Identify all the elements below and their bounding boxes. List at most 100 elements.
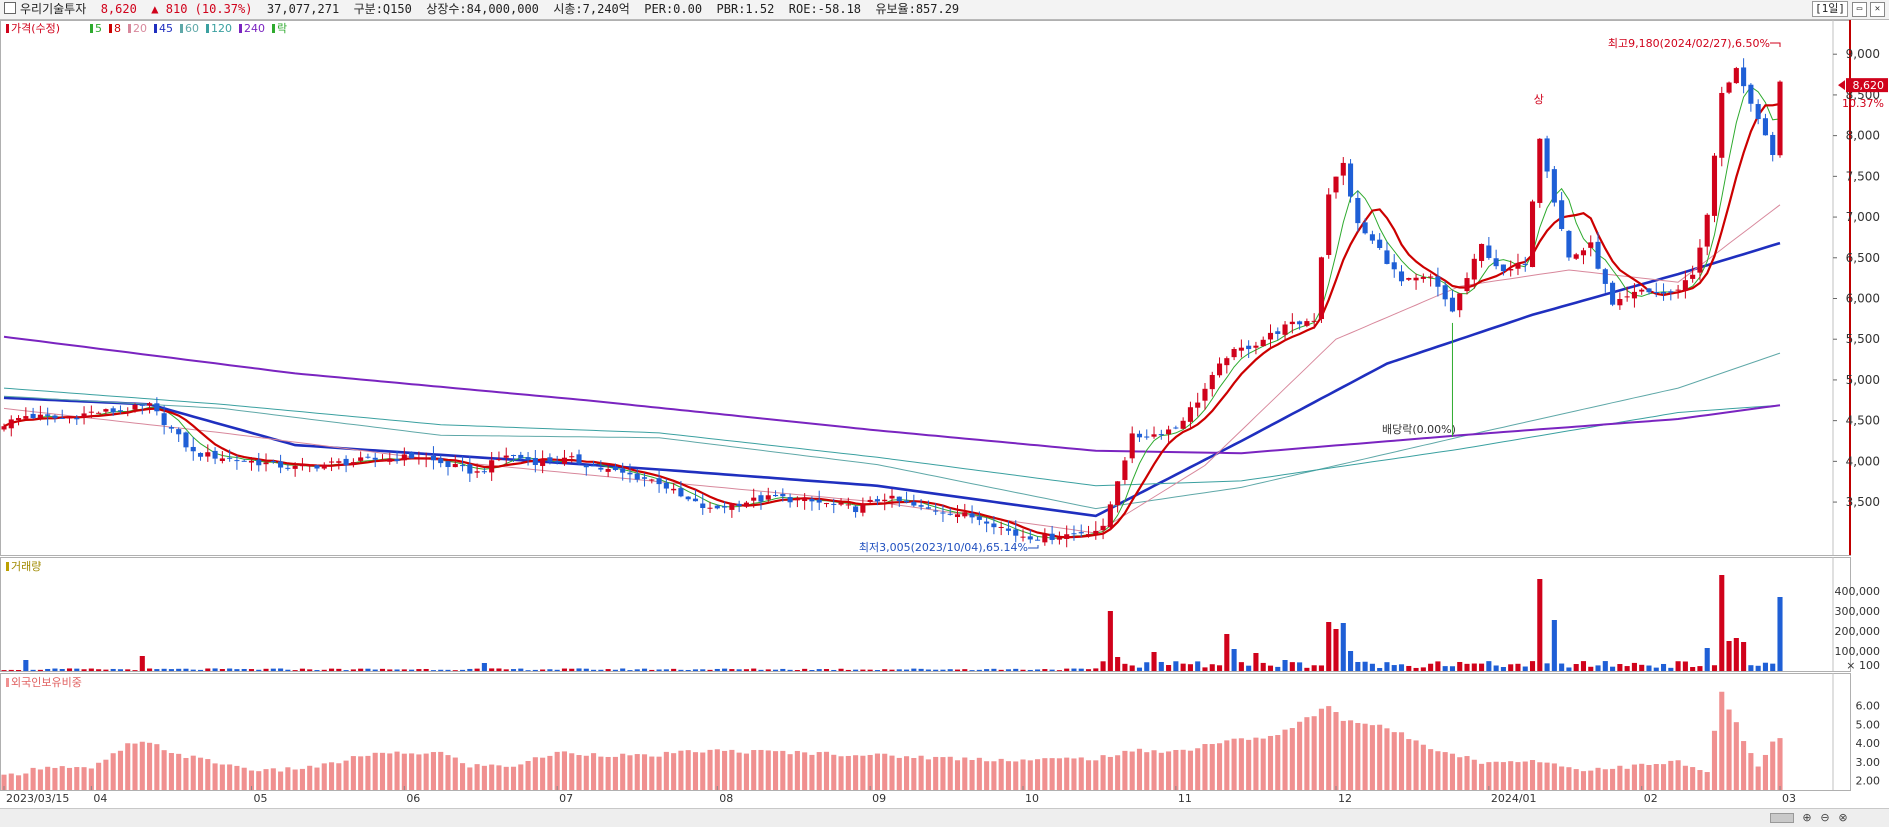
- foreign-bar: [234, 765, 240, 790]
- candle-body: [700, 503, 706, 509]
- foreign-bar: [823, 751, 830, 790]
- zoom-out-icon[interactable]: ⊖: [1820, 811, 1830, 824]
- volume-bar: [925, 669, 931, 671]
- foreign-bar: [1333, 712, 1339, 790]
- price-tick-label: 5,500: [1846, 332, 1880, 346]
- legend-item: 45: [159, 22, 173, 35]
- foreign-bar: [139, 741, 145, 790]
- candle-body: [758, 495, 764, 502]
- candle-body: [496, 459, 502, 461]
- foreign-bar: [438, 751, 444, 790]
- legend-swatch: [90, 24, 93, 33]
- volume-bar: [96, 669, 102, 671]
- volume-bar: [1166, 665, 1172, 671]
- candle-body: [1064, 534, 1070, 539]
- foreign-bar: [248, 770, 255, 790]
- foreign-legend: 외국인보유비중: [11, 676, 82, 689]
- foreign-bar: [23, 773, 29, 790]
- volume-bar: [1559, 663, 1565, 671]
- scroll-thumb[interactable]: [1770, 813, 1794, 823]
- candle-body: [1719, 92, 1725, 158]
- foreign-bar: [1559, 766, 1565, 790]
- foreign-bar: [692, 752, 699, 790]
- foreign-bar: [671, 753, 677, 790]
- volume-bar: [904, 669, 910, 671]
- volume-bar: [1755, 665, 1761, 671]
- zoom-reset-icon[interactable]: ⊗: [1838, 811, 1848, 824]
- foreign-bar: [853, 755, 859, 790]
- candle-body: [1398, 271, 1405, 282]
- stock-chart[interactable]: 9,0008,5008,0007,5007,0006,5006,0005,500…: [0, 20, 1889, 808]
- foreign-bar: [430, 752, 436, 790]
- volume-tick-label: 100,000: [1835, 645, 1881, 658]
- foreign-bar: [576, 755, 582, 790]
- candle-body: [358, 457, 364, 461]
- foreign-bar: [780, 750, 786, 790]
- volume-bar: [117, 669, 124, 671]
- candle-body: [1646, 288, 1652, 293]
- foreign-bar: [1610, 768, 1616, 790]
- volume-bar: [1224, 634, 1230, 671]
- volume-bar: [1231, 649, 1237, 671]
- candle-body: [1115, 481, 1121, 506]
- volume-bar: [1573, 664, 1579, 671]
- candle-body: [1180, 420, 1186, 429]
- candle-body: [1297, 321, 1303, 325]
- candle-body: [1384, 250, 1390, 264]
- candle-body: [147, 403, 153, 406]
- foreign-bar: [1282, 729, 1288, 790]
- close-icon[interactable]: ✕: [1870, 2, 1885, 17]
- foreign-bar: [874, 753, 880, 790]
- candle-body: [707, 507, 713, 509]
- foreign-bar: [525, 760, 531, 790]
- volume-bar: [1318, 665, 1324, 671]
- candle-body: [234, 460, 240, 462]
- legend-item: 락: [277, 22, 287, 35]
- volume-bar: [401, 669, 407, 671]
- up-arrow-icon: ▲: [151, 2, 159, 16]
- volume-bar: [940, 669, 946, 671]
- candle-body: [1610, 282, 1616, 305]
- foreign-bar: [372, 752, 378, 790]
- scrollbar[interactable]: ⊕ ⊖ ⊗: [0, 808, 1889, 827]
- candle-body: [1267, 332, 1274, 340]
- foreign-bar: [1318, 708, 1324, 790]
- foreign-bar: [154, 744, 160, 790]
- foreign-bar: [1508, 761, 1514, 790]
- foreign-bar: [1107, 756, 1113, 790]
- volume-bar: [1267, 665, 1274, 671]
- candle-body: [1078, 532, 1084, 534]
- volume-bar: [8, 669, 14, 671]
- volume-bar: [933, 669, 939, 671]
- volume-bar: [1471, 663, 1477, 671]
- volume-bar: [379, 668, 386, 671]
- zoom-in-icon[interactable]: ⊕: [1802, 811, 1812, 824]
- candle-body: [853, 506, 859, 513]
- foreign-bar: [125, 743, 131, 790]
- candle-body: [1100, 525, 1106, 531]
- foreign-bar: [503, 766, 509, 790]
- volume-bar: [481, 663, 487, 671]
- foreign-bar: [1340, 720, 1346, 790]
- foreign-tick-label: 5.00: [1856, 718, 1881, 731]
- volume-bar: [1449, 666, 1456, 671]
- foreign-bar: [1362, 723, 1368, 790]
- volume-bar: [1369, 663, 1375, 671]
- foreign-bar: [1304, 717, 1310, 790]
- volume-bar: [510, 669, 517, 671]
- foreign-bar: [489, 764, 495, 790]
- volume-bar: [23, 660, 29, 671]
- volume-bar: [1704, 648, 1710, 671]
- period-selector[interactable]: [1일]: [1812, 1, 1848, 17]
- candle-body: [525, 457, 531, 460]
- foreign-bar: [176, 753, 182, 790]
- foreign-bar: [918, 755, 924, 790]
- dividend-annotation: 배당락(0.00%): [1382, 423, 1456, 436]
- foreign-bar: [1166, 751, 1172, 790]
- candle-body: [132, 404, 138, 410]
- minimize-icon[interactable]: ▭: [1852, 2, 1867, 17]
- legend-item: 60: [185, 22, 199, 35]
- foreign-bar: [1580, 771, 1587, 790]
- foreign-bar: [117, 750, 124, 790]
- foreign-bar: [1005, 761, 1012, 790]
